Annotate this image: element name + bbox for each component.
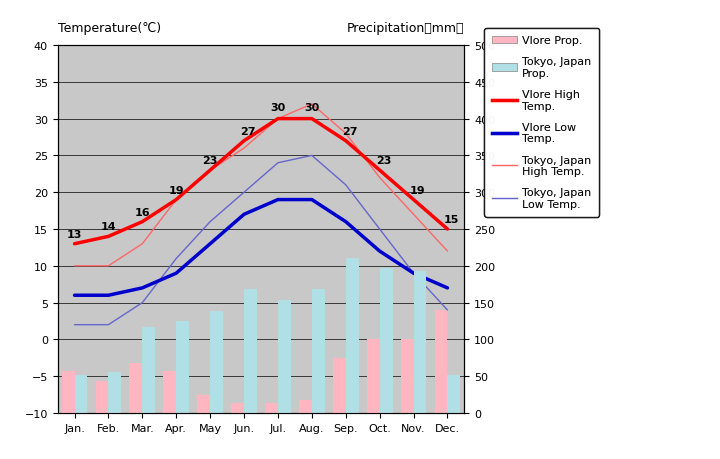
Text: 19: 19 (168, 185, 184, 195)
Bar (333, 358, 346, 413)
Bar (143, 327, 156, 413)
Text: 16: 16 (135, 207, 150, 217)
Bar (379, 269, 392, 413)
Bar (75, 375, 87, 413)
Bar (231, 403, 244, 413)
Text: 23: 23 (202, 156, 218, 166)
Text: Temperature(℃): Temperature(℃) (58, 22, 161, 35)
Bar (163, 371, 176, 413)
Bar (210, 312, 223, 413)
Text: 27: 27 (240, 127, 256, 136)
Text: 30: 30 (305, 103, 320, 113)
Text: Precipitation（mm）: Precipitation（mm） (347, 22, 464, 35)
Text: 23: 23 (376, 156, 392, 166)
Bar (278, 300, 291, 413)
Bar (312, 290, 325, 413)
Bar (265, 403, 278, 413)
Bar (244, 290, 257, 413)
Bar (413, 271, 426, 413)
Bar (299, 400, 312, 413)
Bar (400, 340, 413, 413)
Bar (176, 321, 189, 413)
Text: 14: 14 (101, 222, 116, 232)
Bar (62, 371, 75, 413)
Bar (130, 363, 143, 413)
Text: 13: 13 (67, 230, 82, 239)
Legend: Vlore Prop., Tokyo, Japan
Prop., Vlore High
Temp., Vlore Low
Temp., Tokyo, Japan: Vlore Prop., Tokyo, Japan Prop., Vlore H… (485, 28, 599, 217)
Bar (96, 381, 109, 413)
Text: 30: 30 (270, 103, 286, 113)
Bar (435, 310, 447, 413)
Bar (109, 372, 122, 413)
Text: 19: 19 (410, 185, 426, 195)
Bar (197, 395, 210, 413)
Bar (447, 375, 460, 413)
Text: 15: 15 (444, 215, 459, 224)
Bar (346, 259, 359, 413)
Text: 27: 27 (342, 127, 358, 136)
Bar (366, 340, 379, 413)
